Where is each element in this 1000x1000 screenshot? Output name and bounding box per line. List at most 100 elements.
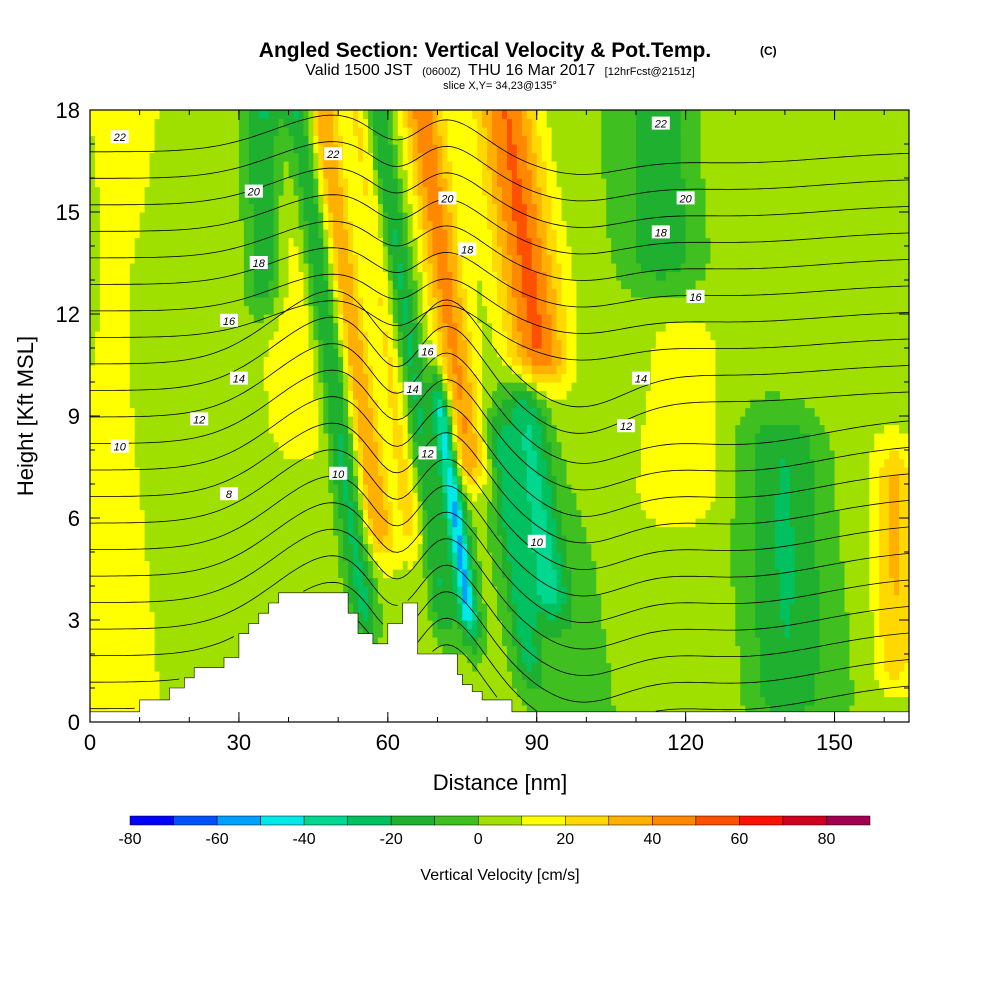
velocity-cell xyxy=(417,569,424,579)
velocity-cell xyxy=(690,484,697,494)
velocity-cell xyxy=(571,518,578,528)
velocity-cell xyxy=(869,696,875,706)
velocity-cell xyxy=(432,492,439,502)
velocity-cell xyxy=(631,603,637,613)
velocity-cell xyxy=(675,611,682,621)
velocity-cell xyxy=(447,594,453,604)
velocity-cell xyxy=(859,560,865,570)
velocity-cell xyxy=(367,560,374,570)
velocity-cell xyxy=(521,654,528,664)
velocity-cell xyxy=(899,662,905,672)
velocity-cell xyxy=(904,637,909,647)
velocity-cell xyxy=(516,671,523,681)
velocity-cell xyxy=(774,637,781,647)
velocity-cell xyxy=(874,594,880,604)
velocity-cell xyxy=(164,501,171,511)
velocity-cell xyxy=(348,484,354,494)
velocity-cell xyxy=(745,611,751,621)
velocity-cell xyxy=(531,475,538,485)
velocity-cell xyxy=(586,569,592,579)
velocity-cell xyxy=(899,688,905,698)
velocity-cell xyxy=(134,688,141,698)
velocity-cell xyxy=(794,560,801,570)
velocity-cell xyxy=(670,526,677,536)
velocity-cell xyxy=(849,654,855,664)
velocity-cell xyxy=(238,467,245,477)
velocity-cell xyxy=(869,620,875,630)
velocity-cell xyxy=(432,543,439,553)
velocity-cell xyxy=(581,620,587,630)
velocity-cell xyxy=(94,518,101,528)
velocity-cell xyxy=(492,543,498,553)
velocity-cell xyxy=(124,705,131,715)
velocity-cell xyxy=(144,671,151,681)
velocity-cell xyxy=(556,552,563,562)
velocity-cell xyxy=(844,654,851,664)
velocity-cell xyxy=(660,603,667,613)
velocity-cell xyxy=(824,620,831,630)
velocity-cell xyxy=(253,586,260,596)
velocity-cell xyxy=(501,645,508,655)
velocity-cell xyxy=(829,603,836,613)
velocity-cell xyxy=(209,603,215,613)
velocity-cell xyxy=(209,577,215,587)
velocity-cell xyxy=(472,594,478,604)
velocity-cell xyxy=(353,475,359,485)
velocity-cell xyxy=(214,467,220,477)
velocity-cell xyxy=(784,688,791,698)
velocity-cell xyxy=(278,467,285,477)
velocity-cell xyxy=(144,688,151,698)
velocity-cell xyxy=(675,543,682,553)
velocity-cell xyxy=(874,484,880,494)
velocity-cell xyxy=(884,705,890,715)
velocity-cell xyxy=(119,645,126,655)
velocity-cell xyxy=(640,611,647,621)
velocity-cell xyxy=(204,492,210,502)
velocity-cell xyxy=(904,577,909,587)
velocity-cell xyxy=(616,526,622,536)
velocity-cell xyxy=(501,586,508,596)
velocity-cell xyxy=(770,560,776,570)
velocity-cell xyxy=(894,654,900,664)
velocity-cell xyxy=(616,671,622,681)
velocity-cell xyxy=(566,662,573,672)
velocity-cell xyxy=(497,611,503,621)
velocity-cell xyxy=(814,603,821,613)
velocity-cell xyxy=(288,526,295,536)
velocity-cell xyxy=(114,552,121,562)
velocity-cell xyxy=(814,484,821,494)
velocity-cell xyxy=(228,518,235,528)
velocity-cell xyxy=(506,501,513,511)
velocity-cell xyxy=(889,628,895,638)
velocity-cell xyxy=(556,620,563,630)
velocity-cell xyxy=(487,594,493,604)
velocity-cell xyxy=(675,501,682,511)
velocity-cell xyxy=(869,467,875,477)
velocity-cell xyxy=(904,586,909,596)
velocity-cell xyxy=(581,696,587,706)
velocity-cell xyxy=(273,526,280,536)
velocity-cell xyxy=(90,543,96,553)
velocity-cell xyxy=(358,594,364,604)
velocity-cell xyxy=(224,509,230,519)
velocity-cell xyxy=(228,586,235,596)
velocity-cell xyxy=(323,560,329,570)
velocity-cell xyxy=(273,535,280,545)
velocity-cell xyxy=(233,458,240,468)
velocity-cell xyxy=(224,645,230,655)
velocity-cell xyxy=(854,654,860,664)
velocity-cell xyxy=(636,543,642,553)
velocity-cell xyxy=(844,475,851,485)
velocity-cell xyxy=(442,569,448,579)
velocity-cell xyxy=(889,467,895,477)
velocity-cell xyxy=(228,603,235,613)
velocity-cell xyxy=(477,671,483,681)
velocity-cell xyxy=(367,535,374,545)
velocity-cell xyxy=(566,577,573,587)
velocity-cell xyxy=(109,628,116,638)
velocity-cell xyxy=(645,662,652,672)
velocity-cell xyxy=(745,645,751,655)
velocity-cell xyxy=(859,611,865,621)
velocity-cell xyxy=(740,628,746,638)
velocity-cell xyxy=(715,569,721,579)
